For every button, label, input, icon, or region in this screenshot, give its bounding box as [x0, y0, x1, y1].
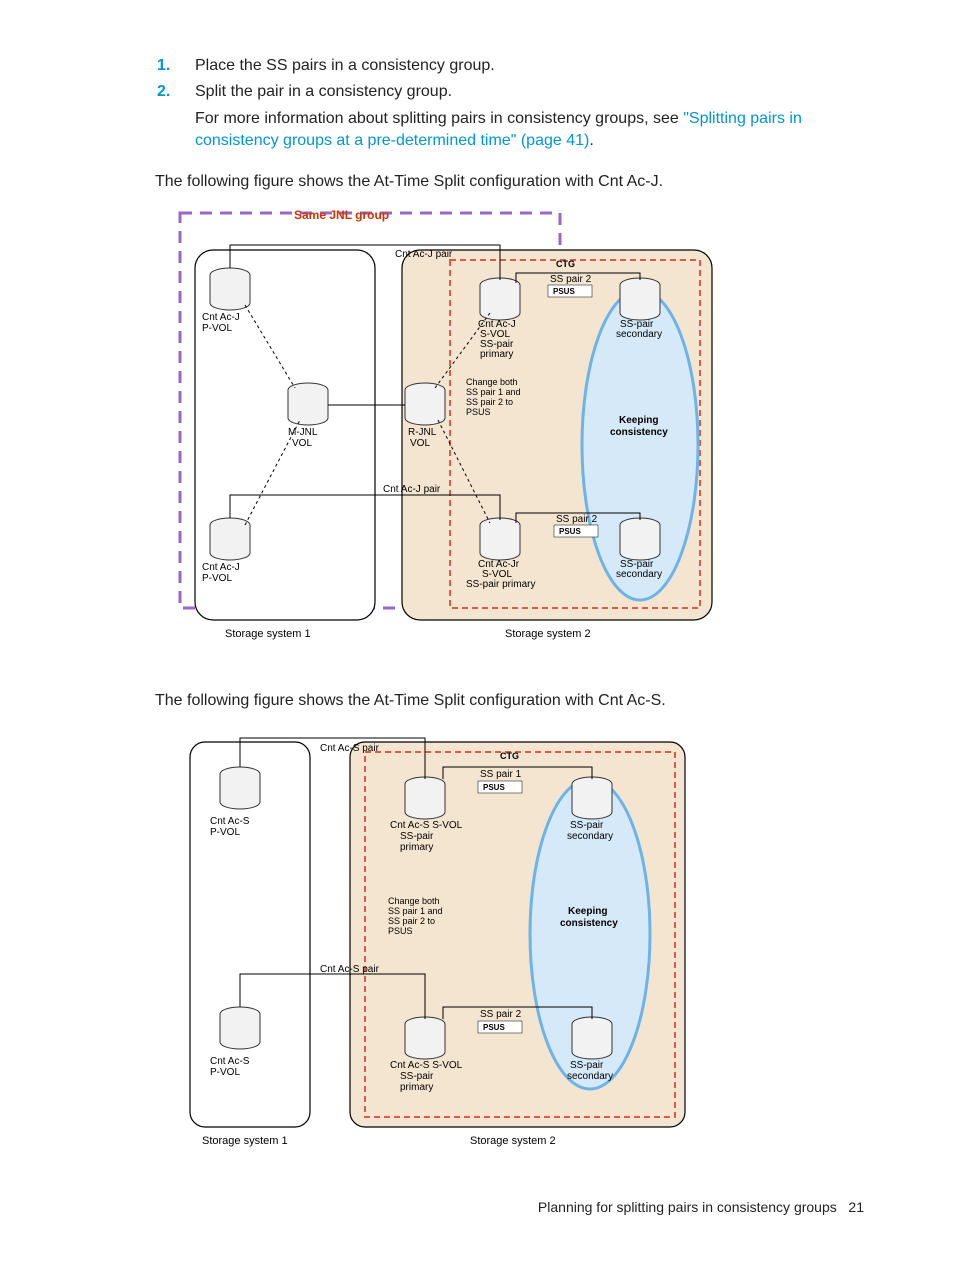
ss2-label: Storage system 2 [505, 628, 591, 640]
svol1-cyl [480, 278, 520, 320]
page: Place the SS pairs in a consistency grou… [0, 0, 954, 1255]
pvol1-cyl [210, 268, 250, 310]
step-1-text: Place the SS pairs in a consistency grou… [195, 57, 495, 74]
ss1-label: Storage system 1 [225, 628, 311, 640]
f2-pvol2-cyl [220, 1007, 260, 1049]
svol2-cyl [480, 518, 520, 560]
svol1-label: Cnt Ac-JS-VOLSS-pairprimary [478, 319, 516, 360]
step-2-text: Split the pair in a consistency group. [195, 83, 452, 100]
ss2b-label: SS pair 2 [556, 514, 598, 525]
f2-keeping-text: Keeping consistency [560, 906, 618, 929]
f2-sec2-cyl [572, 1017, 612, 1059]
f2-ss2-label: Storage system 2 [470, 1135, 556, 1147]
f2-svol1-cyl [405, 777, 445, 819]
f2-psus1: PSUS [483, 783, 505, 792]
f2-psus2: PSUS [483, 1023, 505, 1032]
footer-page: 21 [848, 1199, 864, 1215]
figure-2: Storage system 1 Storage system 2 CTG Ke… [170, 724, 874, 1159]
footer: Planning for splitting pairs in consiste… [80, 1199, 874, 1215]
fig2-svg: Storage system 1 Storage system 2 CTG Ke… [170, 724, 710, 1154]
step-1: Place the SS pairs in a consistency grou… [195, 55, 874, 77]
keeping-text: Keeping consistency [610, 415, 668, 438]
steps-list: Place the SS pairs in a consistency grou… [80, 55, 874, 153]
psus1: PSUS [553, 287, 575, 296]
para-fig2: The following figure shows the At-Time S… [155, 690, 874, 712]
step-2-extra-prefix: For more information about splitting pai… [195, 110, 683, 127]
psus2: PSUS [559, 527, 581, 536]
sec1-cyl [620, 278, 660, 320]
f2-pvol1-cyl [220, 767, 260, 809]
step-2: Split the pair in a consistency group. F… [195, 81, 874, 152]
ss2a-label: SS pair 2 [550, 274, 592, 285]
para-fig1: The following figure shows the At-Time S… [155, 171, 874, 193]
rjnl-cyl [405, 383, 445, 425]
f2-ss1-label: Storage system 1 [202, 1135, 288, 1147]
figure-1: Same JNL group Storage system 1 Storage … [170, 205, 874, 670]
f2-pair-bot-label: Cnt Ac-S pair [320, 964, 380, 975]
pvol2-cyl [210, 518, 250, 560]
pair-bot-label: Cnt Ac-J pair [383, 484, 441, 495]
f2-ss2-pair: SS pair 2 [480, 1009, 522, 1020]
footer-text: Planning for splitting pairs in consiste… [538, 1199, 837, 1215]
fig1-svg: Same JNL group Storage system 1 Storage … [170, 205, 730, 665]
mjnl-cyl [288, 383, 328, 425]
jnl-title: Same JNL group [294, 208, 389, 222]
step-2-extra-suffix: . [589, 132, 593, 149]
pair-top-label: Cnt Ac-J pair [395, 249, 453, 260]
f2-ss1-pair: SS pair 1 [480, 769, 522, 780]
f2-sec1-cyl [572, 777, 612, 819]
ctg-label: CTG [556, 259, 575, 269]
f2-pair-top-label: Cnt Ac-S pair [320, 743, 380, 754]
f2-ctg-label: CTG [500, 751, 519, 761]
step-2-extra: For more information about splitting pai… [195, 108, 874, 153]
sec2-cyl [620, 518, 660, 560]
f2-svol2-cyl [405, 1017, 445, 1059]
